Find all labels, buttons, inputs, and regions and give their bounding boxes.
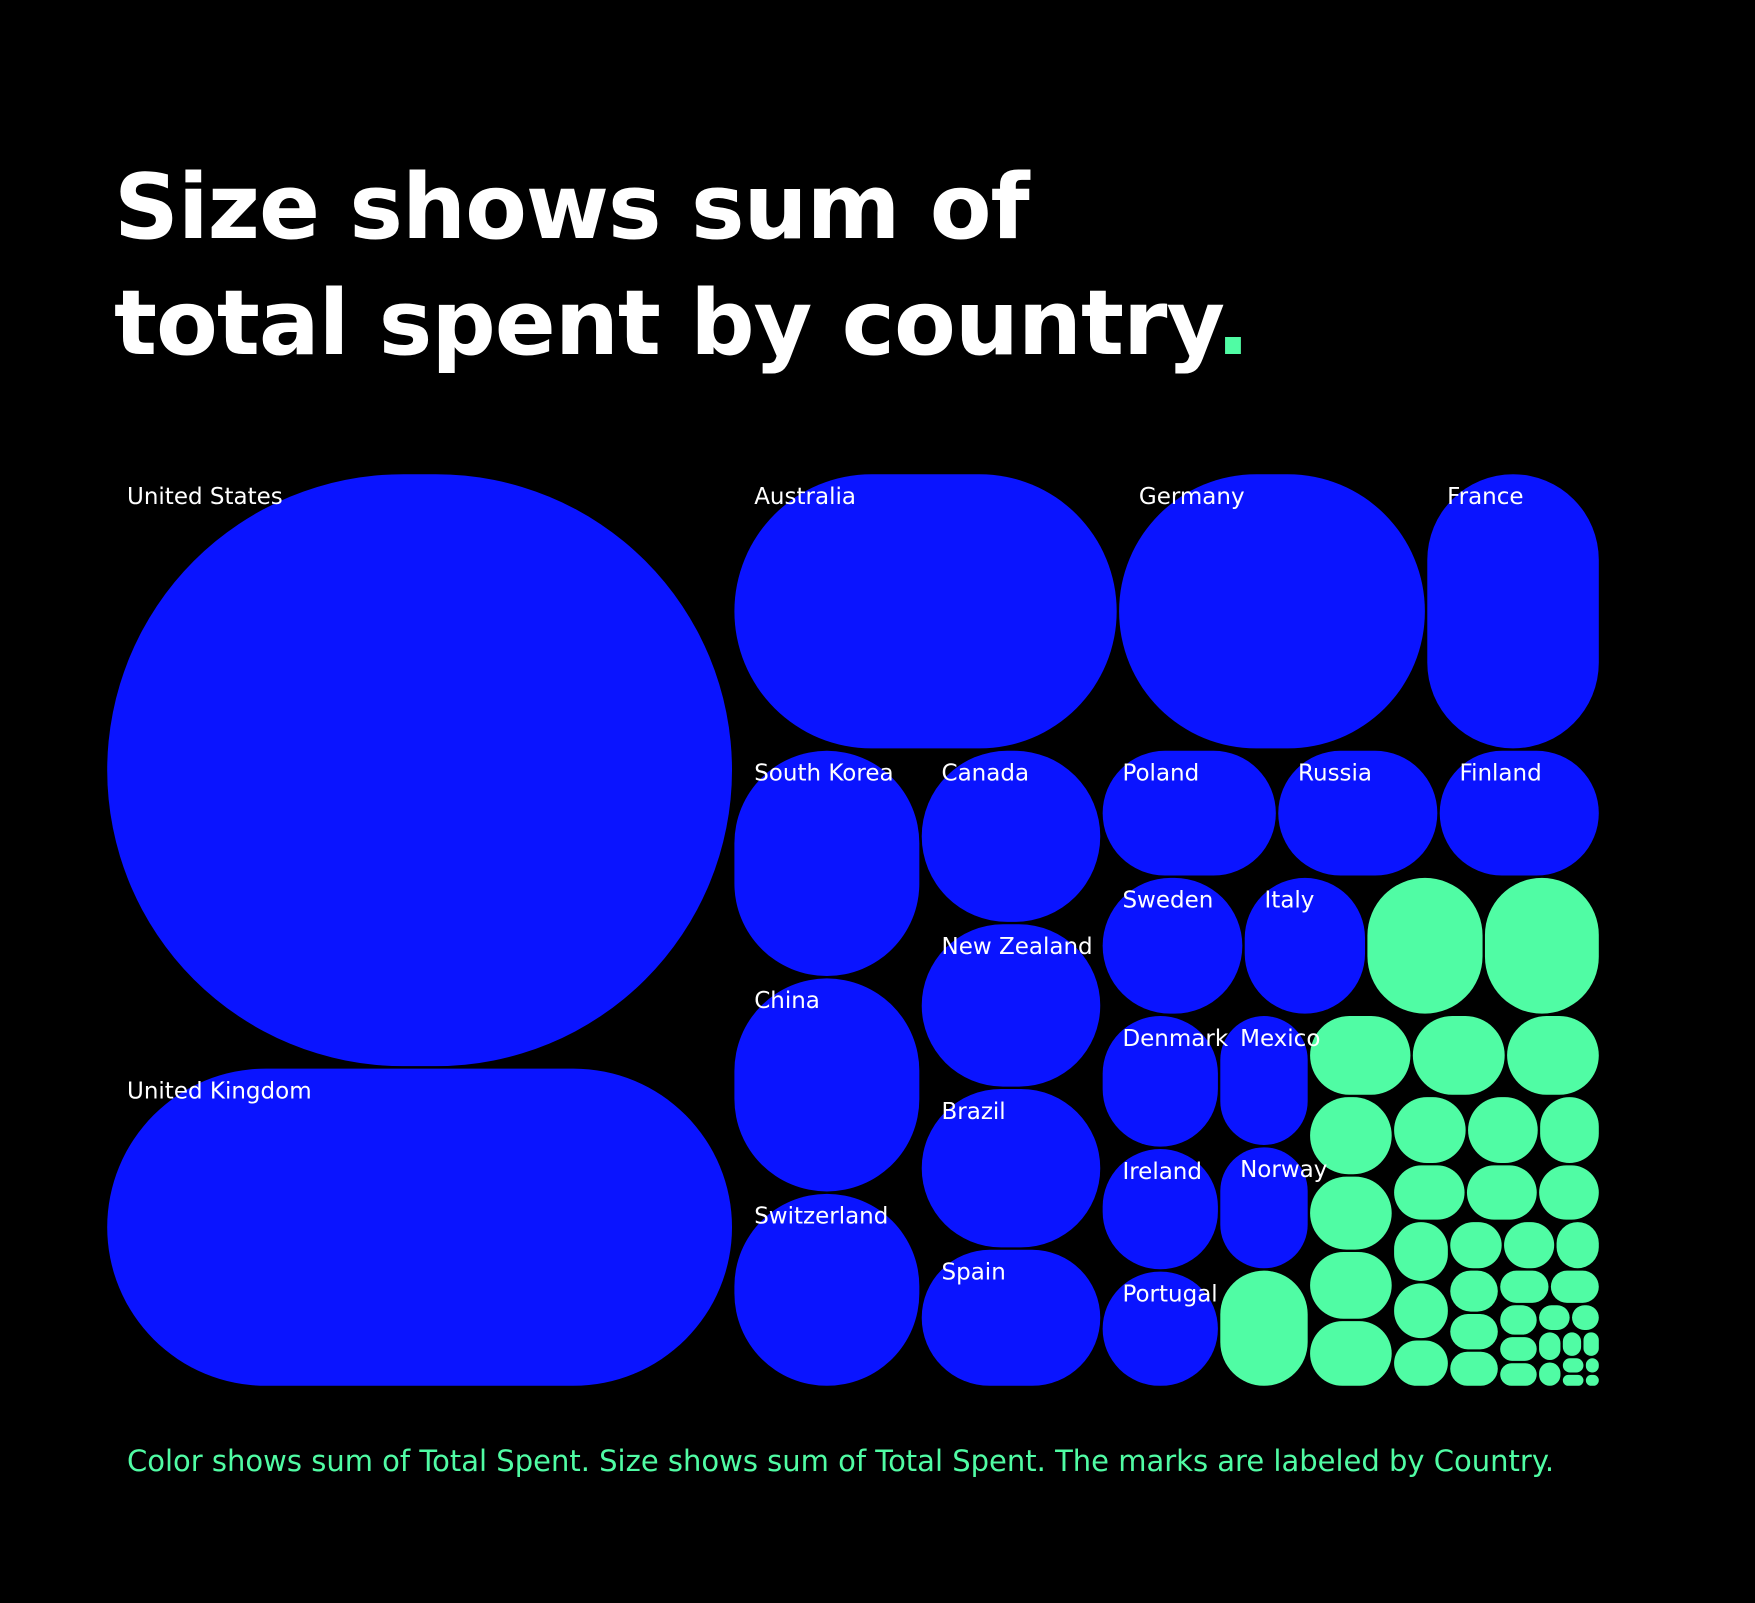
chart-title: Size shows sum of total spent by country… <box>114 155 1250 376</box>
tile-label: Switzerland <box>754 1204 888 1230</box>
tile-label: France <box>1447 484 1523 510</box>
tile <box>1562 1374 1584 1386</box>
tile <box>1562 1332 1582 1356</box>
tile <box>1310 1252 1392 1319</box>
tile <box>1220 1016 1308 1145</box>
tile <box>1484 877 1599 1014</box>
tile-label: Australia <box>754 484 856 510</box>
tile <box>1562 1358 1584 1373</box>
tile <box>921 1249 1101 1386</box>
tile <box>1550 1270 1599 1303</box>
tile-label: Spain <box>942 1260 1006 1286</box>
tile <box>1102 1016 1218 1147</box>
tile <box>1310 1176 1392 1250</box>
tile <box>1539 1165 1599 1220</box>
tile <box>1394 1222 1448 1281</box>
tile <box>1439 750 1599 876</box>
tile <box>1244 877 1366 1014</box>
tile <box>1310 1097 1392 1175</box>
tile-label: Mexico <box>1240 1026 1320 1052</box>
tile <box>1367 877 1483 1014</box>
tile <box>1585 1374 1599 1386</box>
tile <box>1394 1097 1466 1163</box>
tile <box>1102 1149 1218 1270</box>
tile <box>921 1089 1101 1248</box>
tile <box>1119 474 1425 749</box>
tile-label: Russia <box>1298 761 1372 787</box>
tile <box>1583 1332 1599 1356</box>
tile-label: Germany <box>1139 484 1245 510</box>
tile <box>1394 1165 1465 1220</box>
tile <box>1102 750 1276 876</box>
tile <box>1450 1222 1502 1269</box>
tile <box>734 750 920 977</box>
tile <box>1539 1332 1561 1361</box>
tile-label: South Korea <box>754 761 893 787</box>
tile <box>1500 1337 1537 1361</box>
tile <box>1539 1362 1561 1386</box>
tile-label: Poland <box>1122 761 1199 787</box>
tile <box>1102 877 1243 1014</box>
tile <box>1102 1271 1218 1386</box>
tile <box>1220 1147 1308 1269</box>
tile-label: China <box>754 988 820 1014</box>
tile-label: United Kingdom <box>127 1078 312 1104</box>
tile-label: Italy <box>1265 888 1315 914</box>
tile-label: Ireland <box>1122 1159 1202 1185</box>
tile-label: Norway <box>1240 1157 1327 1183</box>
tile <box>1450 1270 1498 1312</box>
tile-label: Finland <box>1460 761 1542 787</box>
tile <box>107 1068 733 1386</box>
tile <box>921 924 1101 1087</box>
tile <box>734 474 1117 749</box>
tile <box>1556 1222 1599 1269</box>
tile <box>1412 1016 1505 1095</box>
tile <box>1310 1321 1392 1386</box>
tile <box>1500 1363 1537 1386</box>
tile <box>1468 1097 1538 1163</box>
tile <box>734 1193 920 1386</box>
tile-label: New Zealand <box>942 934 1093 960</box>
tile <box>1394 1283 1448 1339</box>
tile-label: Brazil <box>942 1099 1006 1125</box>
tile <box>921 750 1101 922</box>
tile <box>734 978 920 1192</box>
tile <box>1394 1340 1448 1386</box>
tile-label: Denmark <box>1122 1026 1228 1052</box>
tile <box>1585 1358 1599 1373</box>
tile <box>1539 1305 1570 1330</box>
tile <box>1507 1016 1599 1095</box>
tile <box>1278 750 1438 876</box>
tile-label: Portugal <box>1122 1281 1217 1307</box>
tile <box>1427 474 1599 749</box>
tile <box>107 474 733 1067</box>
tile <box>1220 1270 1308 1386</box>
tile <box>1450 1351 1498 1386</box>
tile-label: Canada <box>942 761 1030 787</box>
tile <box>1572 1305 1599 1330</box>
tile-label: United States <box>127 484 283 510</box>
tile <box>1500 1270 1549 1303</box>
tile <box>1540 1097 1599 1163</box>
tile <box>1450 1313 1498 1350</box>
tile-label: Sweden <box>1122 888 1213 914</box>
tile <box>1466 1165 1537 1220</box>
tile <box>1504 1222 1555 1269</box>
footnote: Color shows sum of Total Spent. Size sho… <box>127 1444 1555 1478</box>
tile <box>1500 1305 1537 1335</box>
tile <box>1310 1016 1411 1095</box>
